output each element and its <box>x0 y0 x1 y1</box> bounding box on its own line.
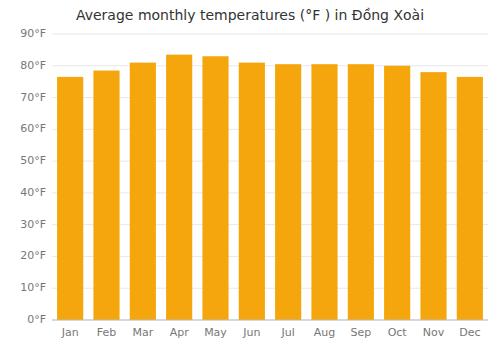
y-grid <box>52 34 488 320</box>
y-tick-label: 0°F <box>27 313 46 326</box>
x-tick-label: Aug <box>314 326 335 339</box>
x-tick-label: Jul <box>281 326 295 339</box>
x-tick-label: Jun <box>242 326 260 339</box>
y-tick-label: 70°F <box>20 91 46 104</box>
x-tick-label: Oct <box>388 326 408 339</box>
y-tick-label: 30°F <box>20 218 46 231</box>
chart-title: Average monthly temperatures (°F ) in Đồ… <box>76 7 424 23</box>
x-tick-label: Dec <box>459 326 480 339</box>
y-tick-label: 10°F <box>20 281 46 294</box>
grid-line <box>52 65 488 66</box>
x-tick-label: Jan <box>61 326 79 339</box>
y-tick-label: 90°F <box>20 27 46 40</box>
bar <box>420 72 446 320</box>
y-tick-label: 80°F <box>20 59 46 72</box>
bar <box>202 56 228 320</box>
bar <box>166 55 192 320</box>
y-tick-label: 50°F <box>20 154 46 167</box>
bar <box>348 64 374 320</box>
x-tick-label: May <box>204 326 227 339</box>
bar <box>239 63 265 320</box>
y-tick-label: 60°F <box>20 122 46 135</box>
x-tick-label: Mar <box>132 326 153 339</box>
grid-line <box>52 34 488 35</box>
bar <box>311 64 337 320</box>
x-tick-label: Apr <box>170 326 190 339</box>
y-tick-label: 40°F <box>20 186 46 199</box>
x-tick-label: Sep <box>350 326 371 339</box>
chart-container: 0°F 10°F 20°F 30°F 40°F 50°F 60°F 70°F 80°F 90°F J… <box>0 0 500 350</box>
bar <box>93 71 119 320</box>
x-axis-line <box>52 320 488 321</box>
chart-svg: 0°F 10°F 20°F 30°F 40°F 50°F 60°F 70°F 80°F 90°F J… <box>0 0 500 350</box>
bar <box>457 77 483 320</box>
y-tick-label: 20°F <box>20 249 46 262</box>
x-tick-label: Feb <box>97 326 116 339</box>
bar <box>130 63 156 320</box>
grid-line <box>52 320 488 321</box>
bar <box>384 66 410 320</box>
x-tick-label: Nov <box>423 326 445 339</box>
bars <box>57 55 483 320</box>
bar <box>57 77 83 320</box>
bar <box>275 64 301 320</box>
